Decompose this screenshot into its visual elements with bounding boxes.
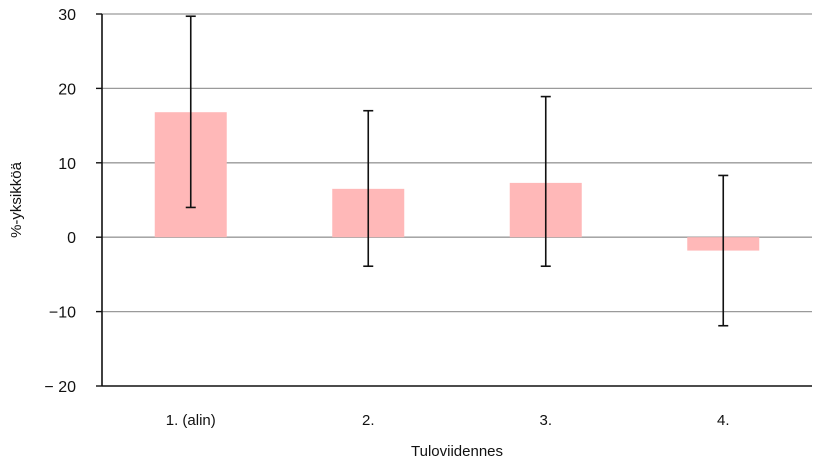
y-tick-label: −10 <box>49 305 76 322</box>
bars <box>154 112 760 251</box>
error-bar <box>363 109 374 268</box>
x-category-label: 1. (alin) <box>166 412 216 429</box>
y-tick-labels: 30 20 10 0 −10 − 20 <box>44 7 102 396</box>
y-tick-label: 30 <box>58 7 76 24</box>
y-tick-label: 20 <box>58 81 76 98</box>
y-tick-label: 10 <box>58 156 76 173</box>
x-axis-title: Tuloviidennes <box>411 443 503 460</box>
y-axis-title: %-yksikköä <box>8 161 25 238</box>
x-category-label: 3. <box>539 412 552 429</box>
error-bar <box>718 174 729 327</box>
y-tick-label: 0 <box>67 230 76 247</box>
error-bars <box>185 15 729 327</box>
x-category-label: 4. <box>717 412 730 429</box>
axes <box>101 14 812 387</box>
x-tick-labels: 1. (alin) 2. 3. 4. <box>166 412 730 429</box>
x-category-label: 2. <box>362 412 375 429</box>
error-bar <box>540 95 551 268</box>
error-bar <box>185 15 196 209</box>
y-tick-label: − 20 <box>44 379 76 396</box>
